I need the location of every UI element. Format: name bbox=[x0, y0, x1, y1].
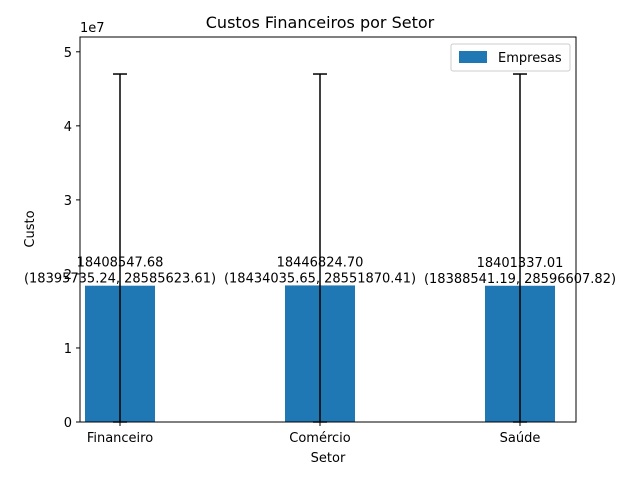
x-axis: Financeiro Comércio Saúde bbox=[87, 422, 541, 446]
x-tick-label-1: Comércio bbox=[289, 431, 351, 446]
y-tick-label-1: 1 bbox=[64, 342, 72, 357]
data-labels-group: 18408547.68(18395735.24, 28585623.61) 184… bbox=[24, 255, 616, 286]
data-label-interval-1: (18434035.65, 28551870.41) bbox=[224, 271, 416, 286]
legend-label: Empresas bbox=[498, 51, 562, 66]
chart-title: Custos Financeiros por Setor bbox=[206, 13, 435, 32]
y-tick-label-5: 5 bbox=[64, 46, 72, 61]
x-tick-label-2: Saúde bbox=[500, 431, 541, 446]
plot-frame bbox=[79, 36, 577, 423]
legend: Empresas bbox=[450, 43, 571, 72]
x-axis-label: Setor bbox=[311, 451, 346, 466]
y-axis: 0 1 2 3 4 5 bbox=[64, 46, 80, 431]
y-tick-label-0: 0 bbox=[64, 416, 72, 431]
legend-swatch bbox=[459, 51, 487, 63]
data-label-interval-0: (18395735.24, 28585623.61) bbox=[24, 272, 216, 287]
data-label-value-0: 18408547.68 bbox=[77, 256, 164, 271]
x-tick-label-0: Financeiro bbox=[87, 431, 153, 446]
data-label-value-2: 18401337.01 bbox=[477, 256, 564, 271]
y-tick-label-2: 2 bbox=[64, 268, 72, 283]
y-axis-label: Custo bbox=[23, 210, 38, 247]
legend-box bbox=[450, 43, 571, 72]
y-tick-label-4: 4 bbox=[64, 120, 72, 135]
y-axis-scale-label: 1e7 bbox=[80, 21, 105, 36]
y-tick-label-3: 3 bbox=[64, 194, 72, 209]
data-label-interval-2: (18388541.19, 28596607.82) bbox=[424, 272, 616, 287]
data-label-value-1: 18446824.70 bbox=[277, 255, 364, 270]
